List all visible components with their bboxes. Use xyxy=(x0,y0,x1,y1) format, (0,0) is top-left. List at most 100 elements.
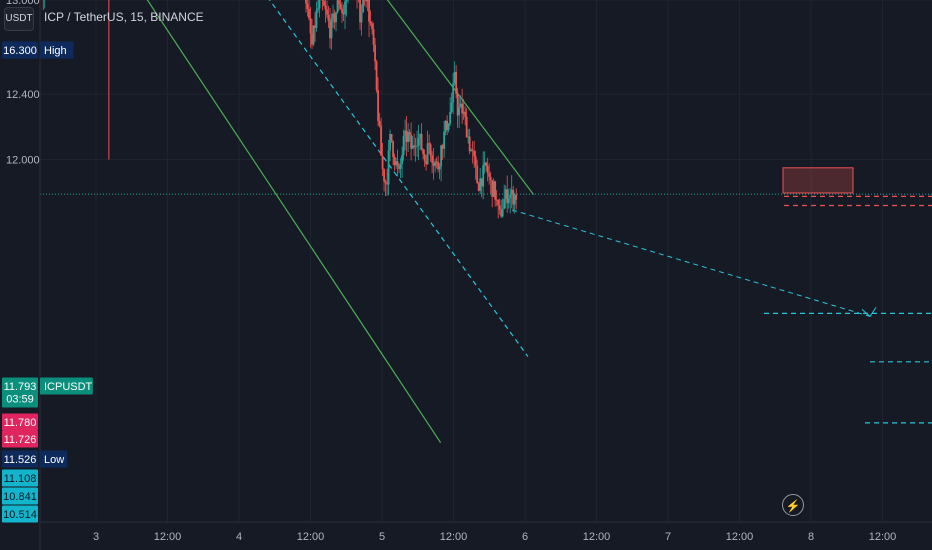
candle-body xyxy=(494,181,497,200)
candle-body xyxy=(330,18,333,39)
time-tick-label: 12:00 xyxy=(154,531,182,543)
candle-body xyxy=(305,0,307,4)
candle-body xyxy=(332,13,334,19)
candle-body xyxy=(342,13,345,15)
candle-body xyxy=(458,107,461,116)
time-tick-label: 12:00 xyxy=(583,531,611,543)
price-badge-tag-bg xyxy=(40,377,93,395)
candle-body xyxy=(488,173,491,177)
target-levels xyxy=(40,167,932,424)
candle-body xyxy=(437,161,440,170)
candle-body xyxy=(426,143,429,165)
time-tick-label: 12:00 xyxy=(297,531,325,543)
candle-body xyxy=(386,182,388,185)
candle-body xyxy=(483,162,486,166)
chart-title: ICP / TetherUS, 15, BINANCE xyxy=(44,10,204,24)
candle-body xyxy=(446,120,449,130)
candle-body xyxy=(464,111,467,117)
candle-body xyxy=(365,0,367,2)
time-tick-label: 12:00 xyxy=(726,531,754,543)
resistance-box xyxy=(782,167,854,194)
candle-body xyxy=(515,194,518,200)
time-tick-label: 8 xyxy=(808,531,814,543)
candle-body xyxy=(474,156,477,166)
time-tick-label: 5 xyxy=(379,531,385,543)
candle-body xyxy=(362,0,364,13)
candle-body xyxy=(308,9,310,19)
candle-body xyxy=(486,165,489,174)
candle-body xyxy=(413,145,416,148)
time-axis[interactable]: 3 12:00 4 12:00 5 12:00 6 12:00 7 12:00 8 12:00 xyxy=(40,521,932,543)
candle-body xyxy=(461,103,464,114)
candle-body xyxy=(306,3,309,10)
candle-body xyxy=(471,149,474,152)
candle-body xyxy=(449,111,452,124)
candle-body xyxy=(422,149,425,155)
candle-body xyxy=(440,145,443,167)
price-tick-label: 12.000 xyxy=(6,154,40,166)
candle-body xyxy=(456,93,459,116)
candle-body xyxy=(314,25,316,28)
price-badge-tag: High xyxy=(44,45,67,57)
symbol-button[interactable]: USDT xyxy=(4,7,34,31)
candle-body xyxy=(468,136,471,152)
candle-body xyxy=(369,21,372,24)
candle-body xyxy=(317,8,319,11)
candle-body xyxy=(510,189,513,195)
candle-body xyxy=(371,23,373,30)
candle-body xyxy=(513,194,516,205)
channel-lines xyxy=(146,0,877,443)
candle-body xyxy=(393,157,396,166)
candle-body xyxy=(501,208,504,217)
candle-body xyxy=(315,10,318,28)
candle-body xyxy=(423,154,426,161)
candle-body xyxy=(336,0,339,13)
price-badge-value: 11.526 xyxy=(4,454,37,466)
time-tick-label: 7 xyxy=(665,531,671,543)
price-badge-value: 11.793 xyxy=(4,381,37,393)
candle-body xyxy=(390,133,393,142)
candle-body xyxy=(321,0,324,1)
candle-body xyxy=(324,5,327,10)
price-badge-tag-bg xyxy=(40,450,68,468)
lightning-icon[interactable]: ⚡ xyxy=(782,494,804,516)
candle-body xyxy=(512,189,515,205)
candle-body xyxy=(368,0,370,22)
candle-body xyxy=(408,132,411,135)
candle-body xyxy=(389,133,391,151)
candle-body xyxy=(509,194,512,199)
candle-body xyxy=(311,33,313,45)
projection-arrowhead xyxy=(861,307,877,318)
candle-body xyxy=(410,134,413,149)
candle-body xyxy=(404,130,406,136)
candle-body xyxy=(489,176,492,181)
candle-body xyxy=(384,181,387,183)
projection-line xyxy=(511,209,871,317)
candle-body xyxy=(482,165,485,187)
candle-body xyxy=(497,199,500,206)
channel-midline xyxy=(268,0,529,357)
candle-body xyxy=(344,1,346,15)
candle-body xyxy=(473,151,476,157)
candle-body xyxy=(441,145,444,149)
candle-body xyxy=(339,3,342,9)
candle-body xyxy=(335,12,337,23)
candle-body xyxy=(411,145,414,149)
candle-body xyxy=(383,169,385,182)
candle-body xyxy=(392,141,394,158)
candle-body xyxy=(470,149,473,152)
candle-body xyxy=(360,12,363,23)
candle-body xyxy=(504,189,507,199)
candle-body xyxy=(507,198,510,204)
candle-body xyxy=(345,0,348,2)
price-badge-bg xyxy=(2,430,38,448)
candle-body xyxy=(399,164,402,169)
candle-body xyxy=(503,198,506,209)
candle-body xyxy=(329,21,331,39)
price-badge-value: 11.726 xyxy=(4,434,37,446)
time-tick-label: 6 xyxy=(522,531,528,543)
candle-body xyxy=(323,0,325,6)
